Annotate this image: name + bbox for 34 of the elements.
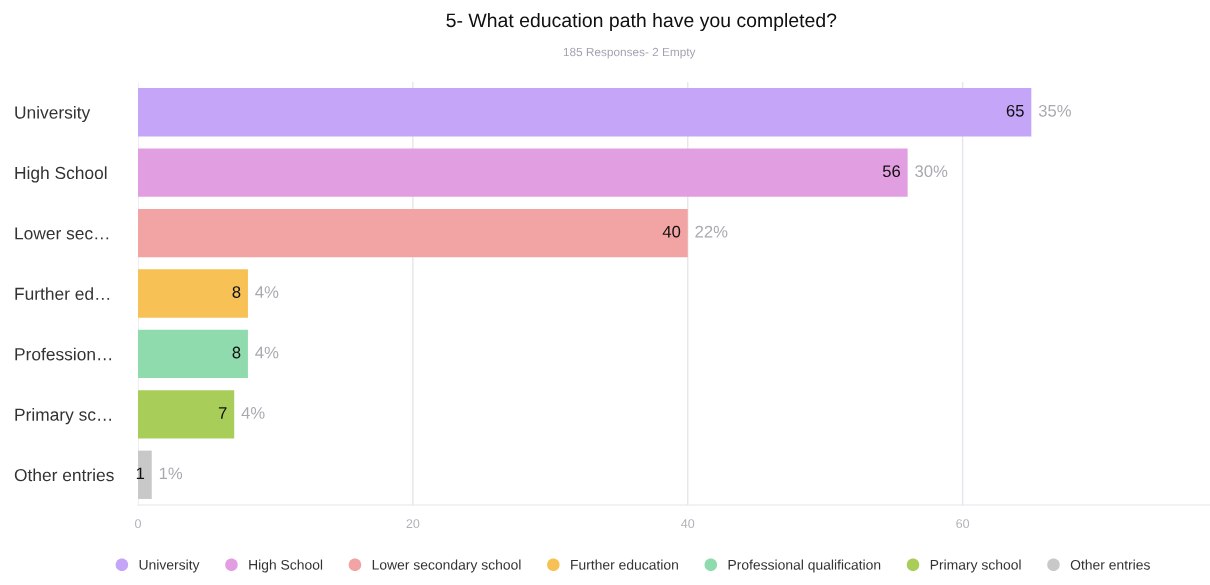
data-label: 8 [232,286,241,298]
text: 4% [255,346,279,359]
data-label: 65 [1006,104,1024,117]
x-tick-label: 60 [956,519,970,529]
text: 4% [255,286,279,298]
y-tick-label: High School [15,166,107,183]
data-label: 40 [662,225,681,238]
text: 30% [915,165,948,178]
y-tick-label: Lower sec… [15,227,109,240]
legend-label: Primary school [930,559,1021,573]
y-tick-label: Further ed… [15,287,110,300]
legend-label: Professional qualification [728,559,881,573]
x-tick-label: 40 [681,519,695,529]
legend-label: Lower secondary school [372,559,521,573]
y-tick-label: Primary sc… [15,408,111,425]
y-tick-label: Profession… [15,347,112,361]
text: 4% [241,407,265,419]
y-tick-label: University [15,105,91,123]
x-tick-label: 20 [406,519,420,529]
legend-label: Other entries [1070,559,1150,570]
legend-label: Further education [571,559,678,570]
legend-label: High School [249,559,323,573]
legend-label: University [139,559,200,573]
data-label: 1 [136,467,145,480]
y-tick-label: Other entries [14,468,114,482]
text: 35% [1038,104,1071,117]
text: 1% [159,467,183,480]
x-tick-label: 0 [135,519,141,529]
text: 22% [695,225,728,238]
data-label: 7 [218,407,227,419]
data-label: 56 [882,165,901,178]
data-label: 8 [232,346,241,359]
chart-title: 5- What education path have you completed? [446,12,837,32]
chart-subtitle: 185 Responses- 2 Empty [563,47,696,59]
